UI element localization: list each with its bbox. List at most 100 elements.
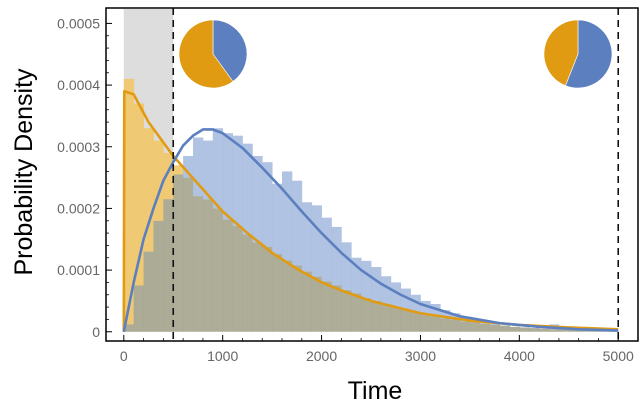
hist-bar-blue [272,183,283,255]
hist-bar-blue [371,267,382,301]
hist-bar-overlap [380,304,392,332]
density-curve-orange [122,89,619,332]
hist-bar-overlap [390,307,402,332]
hist-bar-blue [193,137,204,197]
hist-bar-overlap [143,251,154,332]
x-tick-label: 2000 [306,348,337,364]
hist-bar-orange [143,128,154,252]
x-tick-label: 3000 [405,348,436,364]
pie-slice-blue [565,19,613,89]
hist-bar-blue [222,133,233,220]
x-tick-label: 5000 [603,348,634,364]
hist-bar-blue [183,156,194,178]
hist-bar-blue [440,310,451,319]
hist-bar-overlap [133,285,144,332]
hist-bar-overlap [262,246,273,332]
hist-bar-blue [291,180,303,266]
x-tick-label: 0 [120,348,128,364]
hist-bar-overlap [311,276,322,332]
hist-bar-blue [242,143,253,235]
pie-top-right [543,19,613,89]
hist-bar-blue [212,128,224,209]
hist-bar-blue [380,276,392,304]
hist-bar-overlap [588,330,599,332]
hist-bar-overlap [252,242,263,332]
hist-bar-overlap [479,323,491,332]
pie-charts [178,19,613,89]
hist-bar-overlap [549,329,560,332]
hist-bar-overlap [558,329,570,332]
x-tick-label: 1000 [207,348,238,364]
dashed-lines [172,8,620,341]
density-curve-blue [122,128,619,333]
y-tick-label: 0.0004 [57,77,100,93]
y-tick-label: 0.0003 [57,139,100,155]
hist-bar-blue [282,171,293,261]
plot-area [105,7,639,342]
hist-bar-orange [133,103,144,286]
density-curves [122,89,619,333]
hist-bar-overlap [371,300,382,332]
y-tick-label: 0 [92,324,100,340]
hist-bar-overlap [153,220,164,332]
histogram-bars [123,78,619,332]
hist-bar-overlap [331,285,342,332]
x-tick-label: 4000 [504,348,535,364]
y-axis-title: Probability Density [10,68,38,276]
hist-bar-overlap [222,219,233,332]
hist-bar-overlap [183,177,194,332]
hist-bar-orange [173,165,184,175]
y-tick-label: 0.0001 [57,262,100,278]
hist-bar-blue [341,242,352,290]
hist-bar-blue [450,313,461,320]
hist-bar-blue [301,202,313,272]
hist-bar-overlap [578,329,589,332]
hist-bar-overlap [529,328,540,332]
hist-bar-blue [232,135,243,226]
hist-bar-overlap [321,281,332,332]
pie-top-left [178,19,248,89]
hist-bar-orange [153,140,164,221]
hist-bar-blue [262,162,273,247]
hist-bar-overlap [539,328,550,332]
hist-bar-overlap [232,225,243,332]
hist-bar-blue [252,156,263,243]
hist-bar-blue [321,217,332,282]
hist-bar-blue [390,282,402,308]
axes: 0 1000 2000 3000 4000 5000 0 0.0001 0.0002 0.0003… [57,15,634,364]
hist-bar-overlap [400,309,411,332]
hist-bar-overlap [202,199,214,332]
pie-slice-orange [543,19,579,86]
hist-bar-overlap [499,325,510,332]
hist-bar-overlap [568,329,580,332]
hist-bar-overlap [450,319,461,332]
plot-frame [105,7,639,342]
hist-bar-overlap [519,327,530,332]
pie-slice-orange [178,19,234,89]
hist-bar-overlap [361,297,372,332]
hist-bar-overlap [341,289,352,332]
hist-bar-overlap [242,234,253,332]
hist-bar-overlap [469,322,481,332]
hist-bar-overlap [430,316,441,332]
hist-bar-blue [420,300,431,315]
y-tick-label: 0.0002 [57,200,100,216]
hist-bar-blue [331,226,342,286]
hist-bar-overlap [440,318,451,332]
hist-bar-blue [361,260,372,298]
hist-bar-blue [202,140,214,200]
hist-bar-overlap [163,199,174,332]
hist-bar-blue [311,205,322,277]
hist-bar-blue [410,294,421,313]
hist-bar-blue [400,288,411,310]
hist-bar-overlap [272,254,283,332]
hist-bar-overlap [173,174,184,332]
hist-bar-overlap [460,321,471,332]
hist-bar-orange [123,78,135,325]
hist-bar-orange [163,152,174,200]
hist-bar-overlap [301,271,313,332]
hist-bar-overlap [351,293,362,332]
hist-bar-overlap [420,314,431,332]
hist-bar-overlap [193,196,204,332]
pie-slice-blue [212,19,248,82]
